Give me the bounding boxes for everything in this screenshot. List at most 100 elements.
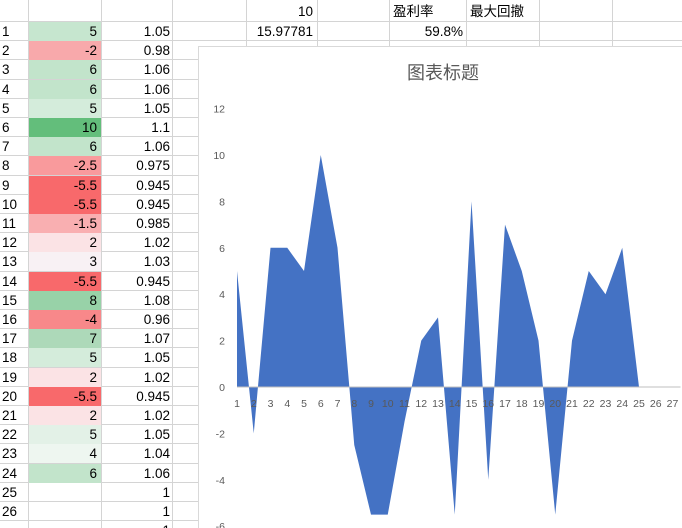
cell-g1[interactable]: 盈利率	[393, 4, 434, 19]
cell-value[interactable]: 6	[29, 80, 101, 99]
cell-row-number[interactable]: 2	[2, 43, 10, 58]
cell-row-number[interactable]: 8	[2, 158, 10, 173]
cell-row-number[interactable]: 7	[2, 139, 10, 154]
cell-ratio[interactable]: 1.02	[143, 235, 170, 250]
chart-title[interactable]: 图表标题	[407, 63, 479, 84]
cell-row-number[interactable]: 4	[2, 82, 10, 97]
cell-value[interactable]: -1.5	[29, 214, 101, 233]
cell-ratio[interactable]: 0.975	[136, 158, 170, 173]
cell-value[interactable]	[29, 521, 101, 528]
cell-value[interactable]: 5	[29, 22, 101, 41]
cell-value[interactable]: 2	[29, 368, 101, 387]
cell-g2[interactable]: 59.8%	[424, 24, 463, 39]
cell-value[interactable]: 8	[29, 291, 101, 310]
cell-ratio[interactable]: 1.06	[143, 82, 170, 97]
cell-ratio[interactable]: 1.1	[151, 120, 170, 135]
cell-ratio[interactable]: 1	[162, 504, 170, 519]
cell-row-number[interactable]: 6	[2, 120, 10, 135]
cell-row-number[interactable]: 11	[2, 216, 17, 231]
cell-ratio[interactable]: 1.06	[143, 466, 170, 481]
cell-value[interactable]: -2	[29, 41, 101, 60]
cell-ratio[interactable]: 0.945	[136, 389, 170, 404]
x-tick-label: 21	[566, 398, 578, 410]
cell-value[interactable]: 6	[29, 464, 101, 483]
cell-value[interactable]: -5.5	[29, 272, 101, 291]
cell-ratio[interactable]: 1.02	[143, 408, 170, 423]
cell-ratio[interactable]: 0.96	[143, 312, 170, 327]
x-tick-label: 9	[368, 398, 374, 410]
cell-value[interactable]: 3	[29, 252, 101, 271]
cell-row-number[interactable]	[0, 521, 28, 528]
y-tick-label: 2	[219, 336, 225, 348]
cell-ratio[interactable]: 0.98	[143, 43, 170, 58]
cell-row-number[interactable]: 26	[2, 504, 18, 519]
cell-ratio[interactable]: 1.04	[143, 446, 170, 461]
cell-ratio[interactable]: 1	[102, 521, 172, 528]
cell-row-number[interactable]: 21	[2, 408, 18, 423]
cell-ratio[interactable]: 0.945	[136, 197, 170, 212]
cell-row-number[interactable]: 17	[2, 331, 18, 346]
cell-ratio[interactable]: 1.05	[143, 101, 170, 116]
cell-row-number[interactable]: 15	[2, 293, 18, 308]
cell-row-number[interactable]: 3	[2, 62, 10, 77]
cell-row-number[interactable]: 19	[2, 370, 18, 385]
cell-value[interactable]: 6	[29, 60, 101, 79]
cell-value[interactable]: -5.5	[29, 176, 101, 195]
cell-value[interactable]	[29, 502, 101, 521]
cell-ratio[interactable]: 1.05	[143, 350, 170, 365]
cell-value[interactable]: -2.5	[29, 156, 101, 175]
cell-row-number[interactable]: 18	[2, 350, 18, 365]
cell-value[interactable]: -4	[29, 310, 101, 329]
cell-value[interactable]: 5	[29, 425, 101, 444]
cell-value[interactable]	[29, 483, 101, 502]
cell-row-number[interactable]: 14	[2, 274, 18, 289]
cell-ratio[interactable]: 1.06	[143, 62, 170, 77]
cell-ratio[interactable]: 0.985	[136, 216, 170, 231]
cell-value[interactable]: 4	[29, 444, 101, 463]
cell-h1[interactable]: 最大回撤	[470, 4, 524, 19]
cell-row-number[interactable]: 25	[2, 485, 18, 500]
cell-value[interactable]: 10	[29, 118, 101, 137]
cell-e2[interactable]: 15.97781	[256, 24, 313, 39]
cell-ratio[interactable]: 1.05	[143, 24, 170, 39]
column-gridline	[172, 0, 173, 528]
cell-row-number[interactable]: 23	[2, 446, 18, 461]
cell-value[interactable]: 5	[29, 348, 101, 367]
cell-row-number[interactable]: 1	[2, 24, 10, 39]
cell-row-number[interactable]: 12	[2, 235, 18, 250]
cell-ratio[interactable]: 1.06	[143, 139, 170, 154]
cell-ratio[interactable]: 1.05	[143, 427, 170, 442]
y-tick-label: -6	[216, 521, 225, 528]
column-gridline	[28, 0, 29, 528]
cell-value[interactable]: 6	[29, 137, 101, 156]
cell-value[interactable]: 7	[29, 329, 101, 348]
x-tick-label: 19	[533, 398, 545, 410]
cell-row-number[interactable]: 13	[2, 254, 18, 269]
cell-ratio[interactable]: 1.08	[143, 293, 170, 308]
cell-ratio[interactable]: 0.945	[136, 274, 170, 289]
cell-ratio[interactable]: 1.07	[143, 331, 170, 346]
cell-ratio[interactable]: 1.03	[143, 254, 170, 269]
area-series[interactable]	[237, 155, 639, 515]
cell-row-number[interactable]: 22	[2, 427, 18, 442]
cell-row-number[interactable]: 10	[2, 197, 18, 212]
cell-ratio[interactable]: 1.02	[143, 370, 170, 385]
cell-e1[interactable]: 10	[297, 4, 313, 19]
cell-row-number[interactable]: 16	[2, 312, 18, 327]
cell-row-number[interactable]: 20	[2, 389, 18, 404]
cell-value[interactable]: -5.5	[29, 195, 101, 214]
cell-ratio[interactable]: 1	[162, 485, 170, 500]
x-tick-label: 27	[667, 398, 679, 410]
cell-value[interactable]: -5.5	[29, 387, 101, 406]
x-tick-label: 1	[234, 398, 240, 410]
cell-value[interactable]: 5	[29, 99, 101, 118]
cell-value[interactable]: 2	[29, 233, 101, 252]
cell-row-number[interactable]: 5	[2, 101, 10, 116]
cell-row-number[interactable]: 24	[2, 466, 18, 481]
x-tick-label: 3	[268, 398, 274, 410]
cell-row-number[interactable]: 9	[2, 178, 10, 193]
x-tick-label: 12	[415, 398, 427, 410]
cell-value[interactable]: 2	[29, 406, 101, 425]
cell-ratio[interactable]: 0.945	[136, 178, 170, 193]
chart[interactable]: 图表标题 -6 -4 -2 0 2 4 6 8 10 12 1 2 3 4 5 6 7 8 9 10 11 12 13 14 1…	[198, 46, 682, 528]
